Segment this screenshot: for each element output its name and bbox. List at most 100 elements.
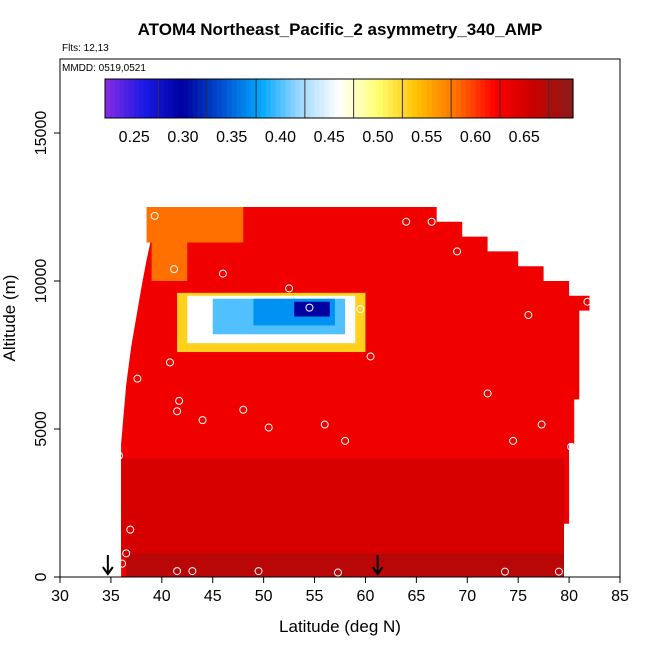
colorbar-segment [568,79,574,118]
colorbar-segment [236,79,243,118]
colorbar-segment [202,79,208,118]
colorbar-segment [231,79,238,118]
colorbar-segment [563,79,569,118]
observation-point [500,567,509,576]
colorbar-tick-label: 0.40 [265,129,296,146]
colorbar-segment [358,79,364,118]
colorbar-segment [431,79,438,118]
observation-point [122,549,131,558]
observation-point [320,420,329,429]
observation-point [537,420,546,429]
colorbar-segment [543,79,550,118]
observation-point [453,247,462,256]
colorbar-segment [519,79,525,118]
observation-point [264,423,273,432]
colorbar-segment [153,79,160,118]
colorbar-frame [104,78,574,119]
colorbar-segment [509,79,516,118]
colorbar-segment [222,79,228,118]
colorbar-segment [558,79,564,118]
colorbar-segment [480,79,486,118]
colorbar-segment [373,79,379,118]
axes: 30 35 40 45 50 55 60 65 70 75 80 85 0 5000 10000 15000 [33,111,629,605]
colorbar-segment [485,79,491,118]
colorbar-segment [192,79,199,118]
observation-point [133,374,142,383]
observation-point [115,451,124,460]
colorbar-segment [309,79,316,118]
colorbar-segment [387,79,394,118]
x-axis-label: Latitude (deg N) [279,617,401,636]
colorbar-segment [280,79,286,118]
chart-title: ATOM4 Northeast_Pacific_2 asymmetry_340_… [138,20,543,39]
colorbar-segment [314,79,321,118]
colorbar-segment [144,79,150,118]
colorbar-segment [270,79,277,118]
x-tick-label: 60 [357,588,375,605]
colorbar-segment [163,79,169,118]
y-tick-label: 10000 [33,259,50,304]
colorbar-segment [446,79,452,118]
colorbar-segment [212,79,218,118]
colorbar-segment [490,79,496,118]
y-axis-label: Altitude (m) [0,275,19,362]
colorbar-segment [451,79,457,118]
colorbar-segment [334,79,340,118]
colorbar-tick-label: 0.25 [119,129,150,146]
colorbar-segment [417,79,423,118]
colorbar-segment [197,79,204,118]
colorbar-segment [407,79,413,118]
colorbar-segment [158,79,165,118]
observation-point [427,217,436,226]
colorbar-segment [290,79,296,118]
colorbar-tick-label: 0.30 [167,129,198,146]
colorbar-segment [241,79,247,118]
observation-point [567,442,576,451]
observation-point [126,525,135,534]
colorbar-segment [246,79,252,118]
observation-point [173,567,182,576]
colorbar-segment [421,79,428,118]
colorbar-segment [109,79,116,118]
colorbar-segment [173,79,179,118]
colorbar-segment [553,79,559,118]
observation-point [583,297,592,306]
x-tick-label: 40 [153,588,171,605]
observation-point [285,284,294,293]
colorbar-segment [402,79,408,118]
observation-point [218,269,227,278]
colorbar: 0.25 0.30 0.35 0.40 0.45 0.50 0.55 0.60 0.65 [104,78,574,146]
heat-cell [126,553,564,577]
observation-point [170,265,179,274]
colorbar-segment [475,79,481,118]
colorbar-segment [378,79,384,118]
colorbar-segment [514,79,520,118]
colorbar-segment [300,79,306,118]
colorbar-segment [304,79,311,118]
colorbar-segment [504,79,511,118]
observation-point [366,352,375,361]
colorbar-tick-label: 0.50 [362,129,393,146]
colorbar-segment [217,79,223,118]
observation-point [402,217,411,226]
heat-cell [146,207,244,243]
x-tick-label: 35 [102,588,120,605]
colorbar-segment [499,79,506,118]
colorbar-segment [456,79,462,118]
colorbar-segment [534,79,540,118]
observation-point [554,567,563,576]
colorbar-segment [392,79,399,118]
observation-point [341,436,350,445]
colorbar-tick-label: 0.35 [216,129,247,146]
date-label: MMDD: 0519,0521 [62,63,146,74]
colorbar-segment [529,79,535,118]
colorbar-segment [348,79,355,118]
y-tick-label: 15000 [33,111,50,156]
x-tick-label: 70 [458,588,476,605]
observation-point [175,396,184,405]
colorbar-segment [329,79,335,118]
x-tick-label: 55 [306,588,324,605]
colorbar-segment [436,79,442,118]
colorbar-tick-label: 0.45 [314,129,345,146]
observation-point [524,311,533,320]
